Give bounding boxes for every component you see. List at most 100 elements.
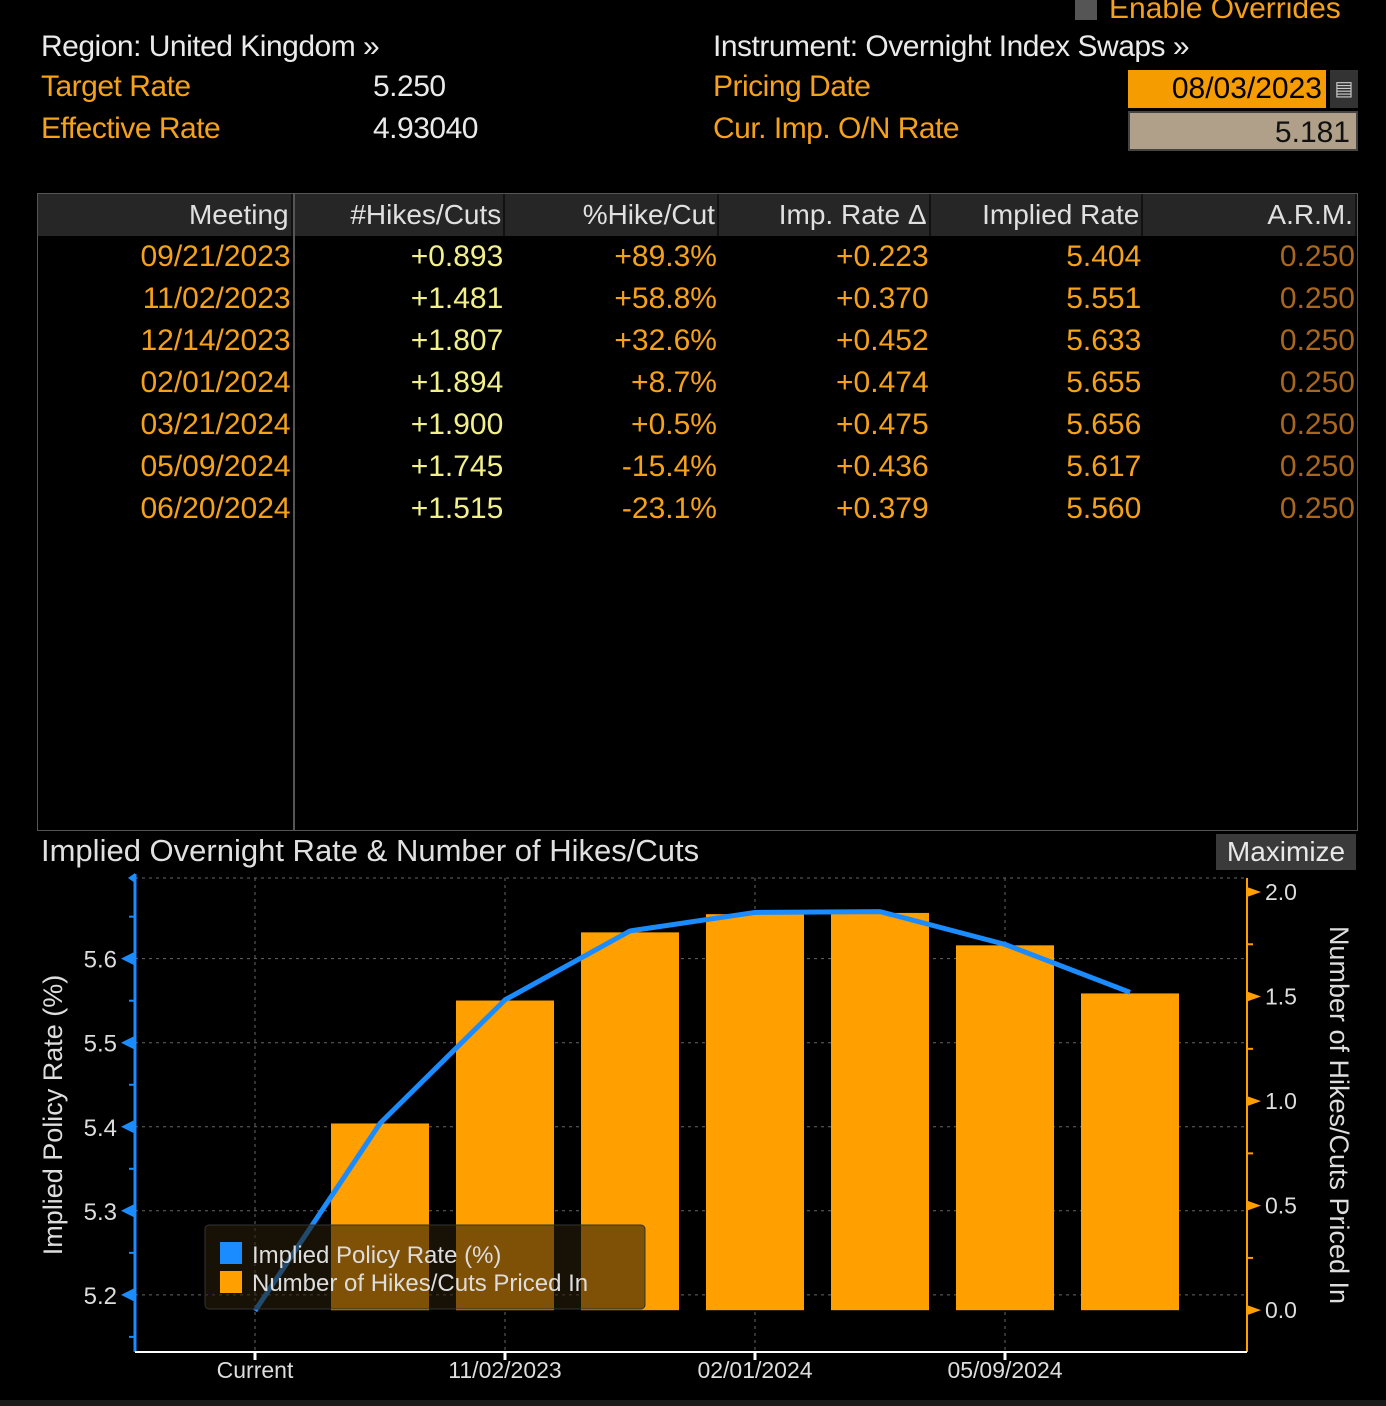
table-cell: 12/14/2023	[140, 324, 291, 357]
table-row[interactable]: 03/21/2024 +1.900 +0.5% +0.475 5.656 0.250	[38, 404, 1357, 446]
table-cell: 5.655	[1066, 366, 1142, 399]
table-cell: 0.250	[1279, 492, 1355, 525]
x-tick-label: 05/09/2024	[947, 1357, 1062, 1383]
table-cell: 0.250	[1279, 240, 1355, 273]
x-tick-label: 11/02/2023	[448, 1357, 561, 1383]
table-cell: 0.250	[1279, 282, 1355, 315]
table-cell: 5.560	[1066, 492, 1142, 525]
y2-tick-marker	[1247, 991, 1261, 1002]
y-tick-marker	[121, 1203, 135, 1218]
y-tick-label: 5.6	[84, 947, 117, 974]
y-tick-label: 5.3	[84, 1199, 117, 1226]
instrument-selector[interactable]: Instrument: Overnight Index Swaps »	[713, 30, 1190, 63]
pricing-date-label: Pricing Date	[713, 70, 871, 103]
meetings-table: Meeting #Hikes/Cuts %Hike/Cut Imp. Rate Δ Im…	[37, 193, 1358, 831]
column-header[interactable]: Meeting	[38, 194, 293, 236]
target-rate-value: 5.250	[373, 70, 446, 103]
y2-tick-marker	[1247, 1200, 1261, 1211]
column-header[interactable]: Implied Rate	[930, 194, 1144, 236]
y-tick-marker	[121, 951, 135, 966]
table-row[interactable]: 02/01/2024 +1.894 +8.7% +0.474 5.655 0.250	[38, 362, 1357, 404]
y2-axis-label: Number of Hikes/Cuts Priced In	[1324, 926, 1354, 1304]
table-cell: 05/09/2024	[140, 450, 291, 483]
legend-label-hikes: Number of Hikes/Cuts Priced In	[252, 1270, 588, 1297]
table-row[interactable]: 09/21/2023 +0.893 +89.3% +0.223 5.404 0.250	[38, 236, 1357, 278]
table-cell: 0.250	[1279, 366, 1355, 399]
enable-overrides-checkbox[interactable]: Enable Overrides	[1075, 0, 1341, 26]
table-cell: +0.223	[836, 240, 929, 273]
y-tick-label: 5.4	[84, 1115, 117, 1142]
table-cell: +0.893	[410, 240, 504, 273]
table-cell: +89.3%	[614, 240, 717, 273]
table-cell: 0.250	[1279, 408, 1355, 441]
table-cell: -15.4%	[621, 450, 717, 483]
table-cell: 02/01/2024	[140, 366, 291, 399]
target-rate-label: Target Rate	[41, 70, 191, 103]
table-cell: 0.250	[1279, 324, 1355, 357]
column-header[interactable]: #Hikes/Cuts	[292, 194, 506, 236]
table-cell: +1.807	[410, 324, 504, 357]
checkbox-box[interactable]	[1075, 0, 1097, 20]
table-cell: 11/02/2023	[142, 282, 291, 315]
legend-swatch-rate	[220, 1242, 242, 1264]
y2-tick-label: 1.5	[1265, 984, 1297, 1010]
table-cell: +1.900	[410, 408, 504, 441]
table-row[interactable]: 05/09/2024 +1.745 -15.4% +0.436 5.617 0.250	[38, 446, 1357, 488]
table-cell: +58.8%	[614, 282, 717, 315]
table-row[interactable]: 06/20/2024 +1.515 -23.1% +0.379 5.560 0.250	[38, 488, 1357, 530]
y-tick-marker	[121, 1035, 135, 1050]
table-cell: +0.474	[836, 366, 929, 399]
bar	[706, 914, 804, 1311]
y2-tick-marker	[1247, 1096, 1261, 1107]
bottom-bar	[0, 1400, 1386, 1406]
column-header[interactable]: %Hike/Cut	[505, 194, 719, 236]
legend-box	[204, 1224, 646, 1310]
chart-title: Implied Overnight Rate & Number of Hikes…	[41, 833, 700, 868]
table-cell: +0.475	[836, 408, 929, 441]
table-cell: 5.633	[1066, 324, 1142, 357]
table-cell: +32.6%	[614, 324, 717, 357]
table-cell: +1.481	[410, 282, 504, 315]
maximize-button[interactable]: Maximize	[1216, 834, 1356, 870]
table-cell: 06/20/2024	[140, 492, 291, 525]
enable-overrides-label: Enable Overrides	[1109, 0, 1341, 25]
column-divider	[293, 194, 295, 830]
y2-tick-marker	[1247, 1305, 1261, 1316]
region-selector[interactable]: Region: United Kingdom »	[41, 30, 380, 63]
table-cell: +1.745	[410, 450, 504, 483]
y-tick-marker	[121, 1287, 135, 1302]
y-tick-label: 5.2	[84, 1283, 117, 1310]
column-header[interactable]: A.R.M.	[1143, 194, 1357, 236]
x-tick-label: 02/01/2024	[697, 1357, 812, 1383]
cur-imp-rate-field[interactable]: 5.181	[1128, 111, 1358, 151]
table-cell: +0.5%	[631, 408, 717, 441]
table-cell: +0.452	[836, 324, 929, 357]
table-cell: +1.515	[410, 492, 504, 525]
table-row[interactable]: 11/02/2023 +1.481 +58.8% +0.370 5.551 0.250	[38, 278, 1357, 320]
bar	[831, 912, 929, 1311]
calendar-icon[interactable]: ▤	[1330, 70, 1358, 108]
y2-tick-label: 1.0	[1265, 1088, 1297, 1114]
bar	[956, 945, 1054, 1311]
y-tick-marker	[121, 1119, 135, 1134]
table-cell: +1.894	[410, 366, 504, 399]
pricing-date-input[interactable]: 08/03/2023	[1128, 70, 1326, 108]
legend-label-rate: Implied Policy Rate (%)	[252, 1242, 501, 1269]
y2-tick-label: 0.0	[1265, 1297, 1297, 1323]
table-cell: 5.404	[1066, 240, 1142, 273]
legend-swatch-hikes	[220, 1271, 242, 1293]
column-header[interactable]: Imp. Rate Δ	[718, 194, 931, 236]
y-axis-label: Implied Policy Rate (%)	[38, 975, 68, 1256]
table-row[interactable]: 12/14/2023 +1.807 +32.6% +0.452 5.633 0.250	[38, 320, 1357, 362]
table-cell: -23.1%	[621, 492, 717, 525]
table-cell: +0.436	[836, 450, 929, 483]
table-cell: +0.379	[836, 492, 929, 525]
table-cell: 09/21/2023	[140, 240, 291, 273]
table-header: Meeting #Hikes/Cuts %Hike/Cut Imp. Rate Δ Im…	[38, 194, 1357, 236]
y2-tick-label: 2.0	[1265, 879, 1297, 905]
table-cell: 5.617	[1066, 450, 1142, 483]
line-series	[252, 909, 1131, 1313]
y2-tick-marker	[1247, 887, 1261, 898]
table-cell: 5.551	[1066, 282, 1142, 315]
